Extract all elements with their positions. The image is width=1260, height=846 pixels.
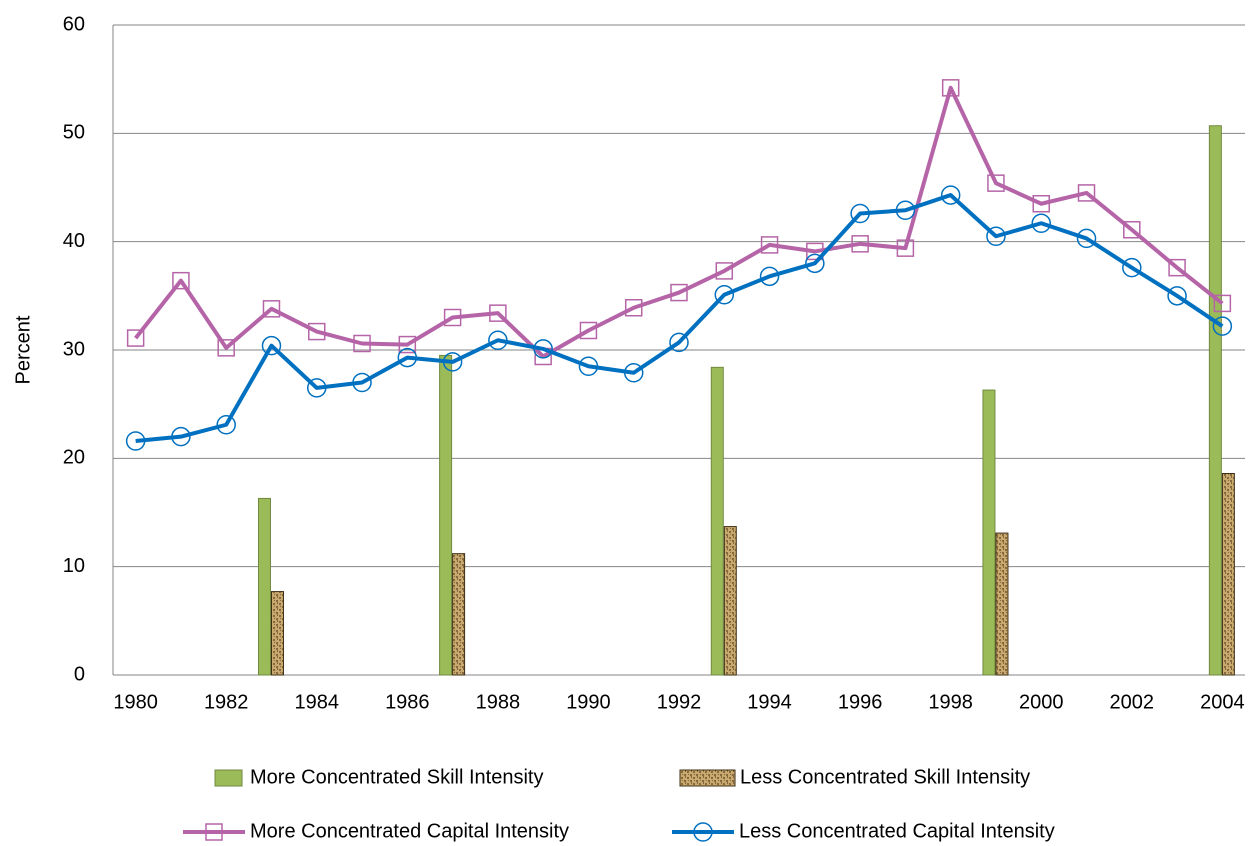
line — [134, 85, 1224, 359]
x-tick-label: 1994 — [747, 691, 792, 713]
marker — [986, 226, 1006, 246]
bar — [439, 354, 453, 676]
x-tick-label: 1986 — [385, 691, 430, 713]
marker — [1123, 221, 1141, 239]
marker — [1077, 184, 1096, 202]
x-tick-label: 2002 — [1110, 691, 1155, 713]
line — [135, 193, 1224, 443]
marker — [895, 200, 916, 220]
marker — [205, 823, 223, 841]
x-tick-label: 1990 — [566, 691, 611, 713]
marker — [308, 322, 326, 341]
marker — [941, 79, 960, 97]
marker — [760, 236, 779, 254]
marker — [851, 235, 869, 253]
x-tick-label: 1992 — [657, 691, 702, 713]
marker — [443, 308, 462, 327]
bar — [982, 389, 996, 676]
marker — [896, 239, 915, 257]
marker — [533, 339, 553, 359]
marker — [987, 174, 1005, 192]
bar — [1208, 125, 1222, 676]
marker — [624, 299, 643, 317]
marker — [806, 242, 824, 261]
marker — [397, 347, 418, 368]
legend-label: Less Concentrated Capital Intensity — [739, 820, 1055, 842]
x-tick-label: 2000 — [1019, 691, 1064, 713]
marker — [126, 329, 145, 347]
x-tick-label: 1980 — [113, 691, 158, 713]
x-tick-label: 1998 — [928, 691, 973, 713]
legend-swatch — [679, 769, 736, 787]
x-tick-label: 2004 — [1200, 691, 1245, 713]
x-tick-label: 1982 — [204, 691, 249, 713]
legend-label: Less Concentrated Skill Intensity — [740, 766, 1030, 788]
marker — [398, 335, 417, 354]
marker — [940, 185, 961, 205]
bar — [1221, 473, 1235, 676]
legend-label: More Concentrated Skill Intensity — [250, 766, 543, 788]
marker — [623, 363, 644, 383]
marker — [669, 332, 689, 353]
y-axis-label: Percent — [12, 315, 34, 384]
y-tick-label: 30 — [63, 338, 85, 360]
marker — [1122, 257, 1142, 278]
marker — [489, 304, 507, 322]
marker — [578, 356, 599, 376]
marker — [217, 339, 235, 357]
marker — [670, 283, 688, 302]
bar — [270, 591, 284, 676]
bar — [257, 497, 271, 676]
y-tick-label: 20 — [63, 447, 85, 469]
bar — [710, 366, 724, 676]
marker — [1032, 195, 1050, 213]
x-tick-label: 1988 — [476, 691, 521, 713]
bar — [995, 532, 1009, 676]
marker — [579, 321, 598, 340]
marker — [261, 335, 282, 356]
marker — [693, 822, 713, 842]
x-tick-label: 1984 — [295, 691, 340, 713]
marker — [714, 285, 735, 305]
marker — [1168, 258, 1186, 277]
marker — [442, 352, 463, 372]
marker — [850, 203, 870, 224]
marker — [307, 378, 327, 398]
marker — [216, 415, 236, 435]
bar — [723, 526, 737, 676]
marker — [805, 253, 825, 274]
y-tick-label: 10 — [63, 555, 85, 577]
legend-swatch — [214, 769, 243, 787]
marker — [1076, 228, 1097, 249]
legend-label: More Concentrated Capital Intensity — [250, 820, 569, 842]
marker — [125, 431, 146, 451]
y-tick-label: 50 — [63, 122, 85, 144]
marker — [1031, 213, 1051, 233]
marker — [353, 334, 371, 353]
y-tick-label: 40 — [63, 230, 85, 252]
marker — [715, 262, 734, 280]
marker — [759, 266, 780, 287]
marker — [1212, 316, 1233, 336]
marker — [171, 426, 191, 447]
marker — [172, 271, 190, 290]
marker — [1213, 294, 1232, 313]
y-tick-label: 60 — [63, 13, 85, 35]
marker — [262, 300, 281, 318]
x-tick-label: 1996 — [838, 691, 883, 713]
bar — [452, 553, 466, 676]
marker — [488, 330, 508, 350]
y-tick-label: 0 — [74, 663, 85, 685]
marker — [352, 372, 372, 393]
marker — [1167, 286, 1187, 306]
